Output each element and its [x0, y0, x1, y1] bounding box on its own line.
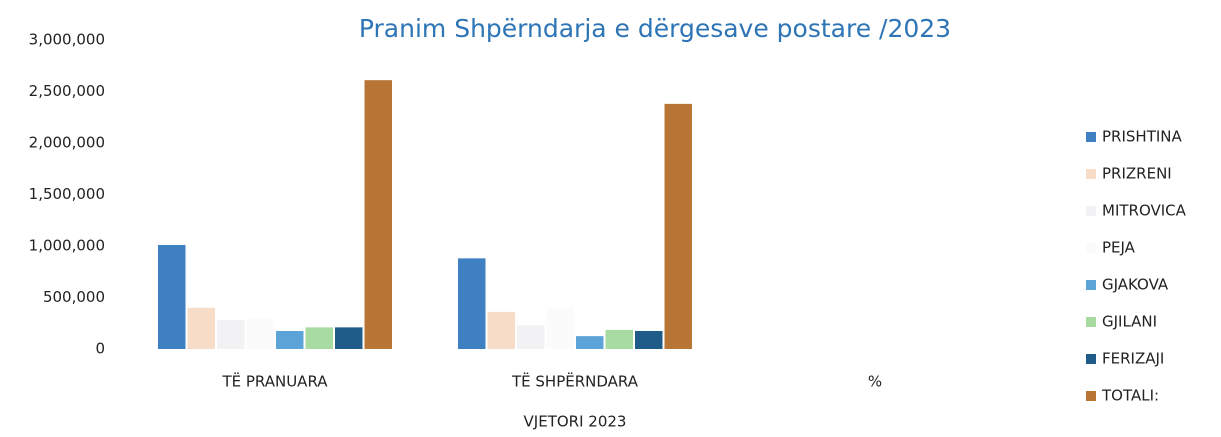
bar [546, 307, 574, 349]
x-tick-label: TË SHPËRNDARA [511, 372, 639, 391]
y-tick-label: 1,500,000 [29, 185, 105, 203]
legend-label: PRISHTINA [1102, 128, 1182, 146]
y-tick-label: 500,000 [43, 288, 105, 306]
legend-label: TOTALI: [1101, 387, 1159, 405]
legend-swatch [1086, 243, 1096, 253]
bar [305, 327, 333, 349]
legend-label: MITROVICA [1102, 202, 1187, 220]
bar [517, 325, 545, 349]
legend-label: GJILANI [1102, 313, 1157, 331]
bar [605, 329, 633, 349]
x-axis-label: VJETORI 2023 [524, 413, 627, 431]
legend-label: GJAKOVA [1102, 276, 1169, 294]
legend-swatch [1086, 206, 1096, 216]
bar [335, 327, 363, 349]
bar [576, 336, 604, 349]
bar [635, 330, 663, 349]
legend-swatch [1086, 317, 1096, 327]
y-tick-label: 0 [95, 340, 105, 358]
bar [246, 318, 274, 349]
legend-swatch [1086, 280, 1096, 290]
legend-label: PRIZRENI [1102, 165, 1172, 183]
y-tick-label: 2,000,000 [29, 134, 105, 152]
bar [487, 311, 515, 349]
bar [276, 330, 304, 349]
y-tick-label: 1,000,000 [29, 237, 105, 255]
bar [217, 320, 245, 349]
chart-title: Pranim Shpërndarja e dërgesave postare /… [359, 14, 951, 43]
x-tick-label: % [868, 373, 882, 391]
bar [364, 80, 392, 350]
legend-swatch [1086, 391, 1096, 401]
x-tick-label: TË PRANUARA [221, 372, 328, 391]
legend-swatch [1086, 132, 1096, 142]
y-tick-label: 3,000,000 [29, 31, 105, 49]
y-tick-label: 2,500,000 [29, 82, 105, 100]
bar [664, 103, 692, 349]
bar [158, 244, 186, 349]
legend-swatch [1086, 169, 1096, 179]
legend-label: FERIZAJI [1102, 350, 1164, 368]
legend-label: PEJA [1102, 239, 1136, 257]
bar [187, 307, 215, 349]
legend-swatch [1086, 354, 1096, 364]
bar [458, 258, 486, 349]
